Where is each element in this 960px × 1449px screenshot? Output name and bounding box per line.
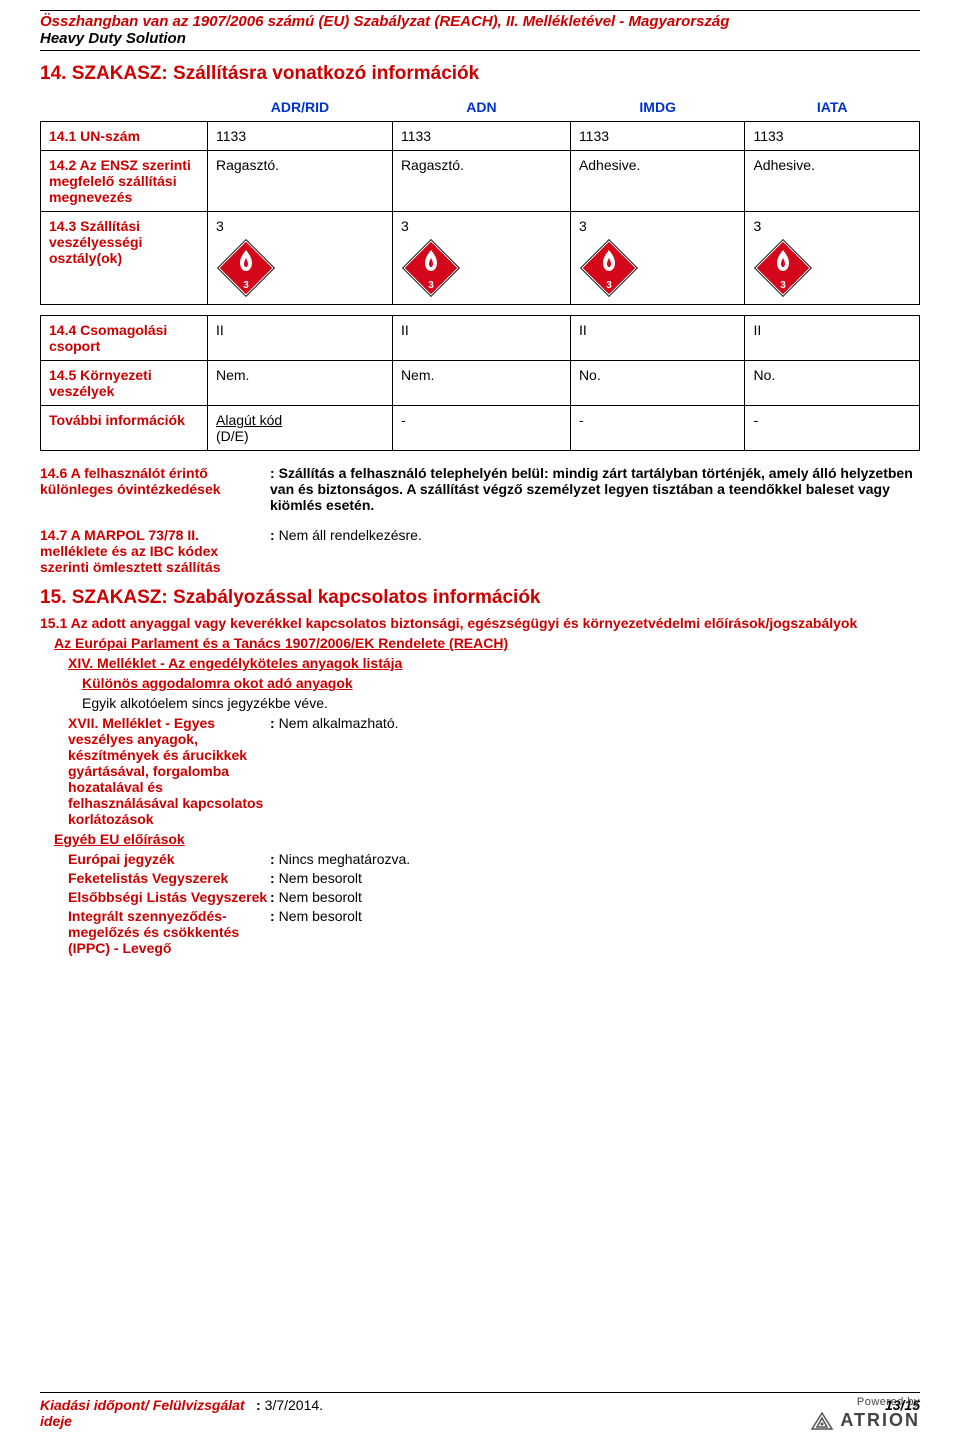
- footer-date: :3/7/2014.: [256, 1397, 885, 1413]
- section-15-title: 15. SZAKASZ: Szabályozással kapcsolatos …: [40, 587, 920, 609]
- row-label-hazard-class: 14.3 Szállítási veszélyességi osztály(ok…: [41, 212, 208, 305]
- svg-text:3: 3: [428, 280, 434, 291]
- row-ippc: Integrált szennyeződés-megelőzés és csök…: [68, 908, 920, 956]
- link-reach[interactable]: Az Európai Parlament és a Tanács 1907/20…: [54, 635, 508, 651]
- hazard-number: 3: [401, 218, 562, 234]
- table-header-iata: IATA: [745, 93, 920, 122]
- cell: Adhesive.: [745, 151, 920, 212]
- svg-text:3: 3: [781, 280, 787, 291]
- label-priority: Elsőbbségi Listás Vegyszerek: [68, 889, 270, 905]
- product-name: Heavy Duty Solution: [40, 30, 920, 51]
- footer-label: Kiadási időpont/ Felülvizsgálat ideje: [40, 1397, 256, 1429]
- page-footer: Kiadási időpont/ Felülvizsgálat ideje :3…: [40, 1392, 920, 1429]
- label-ippc: Integrált szennyeződés-megelőzés és csök…: [68, 908, 270, 956]
- cell: 1133: [392, 122, 570, 151]
- cell: Ragasztó.: [392, 151, 570, 212]
- value-euro-inventory: :Nincs meghatározva.: [270, 851, 920, 867]
- hazard-number: 3: [579, 218, 737, 234]
- label-xvii: XVII. Melléklet - Egyes veszélyes anyago…: [68, 715, 270, 827]
- label-14-7: 14.7 A MARPOL 73/78 II. melléklete és az…: [40, 527, 270, 575]
- hazard-diamond-icon: 3: [753, 238, 813, 298]
- cell: No.: [745, 361, 920, 406]
- svg-text:3: 3: [606, 280, 612, 291]
- hazard-number: 3: [216, 218, 384, 234]
- hazard-number: 3: [753, 218, 911, 234]
- table-row: 14.2 Az ENSZ szerinti megfelelő szállítá…: [41, 151, 920, 212]
- atrion-logo-icon: [810, 1411, 834, 1431]
- link-annex-xiv[interactable]: XIV. Melléklet - Az engedélyköteles anya…: [68, 655, 402, 671]
- hazard-diamond-icon: 3: [216, 238, 276, 298]
- cell: II: [208, 316, 393, 361]
- cell: 1133: [570, 122, 745, 151]
- label-blacklist: Feketelistás Vegyszerek: [68, 870, 270, 886]
- table-header-blank: [41, 93, 208, 122]
- powered-by-text: Powered by: [810, 1396, 920, 1408]
- row-14-7: 14.7 A MARPOL 73/78 II. melléklete és az…: [40, 527, 920, 575]
- table-header-adn: ADN: [392, 93, 570, 122]
- hazard-diamond-icon: 3: [579, 238, 639, 298]
- powered-by-badge: Powered by ATRION: [810, 1396, 920, 1431]
- row-14-6: 14.6 A felhasználót érintő különleges óv…: [40, 465, 920, 513]
- cell: -: [745, 406, 920, 451]
- cell: -: [392, 406, 570, 451]
- row-label-additional-info: További információk: [41, 406, 208, 451]
- row-euro-inventory: Európai jegyzék :Nincs meghatározva.: [68, 851, 920, 867]
- tunnel-code-value: (D/E): [216, 428, 249, 444]
- value-14-6: :Szállítás a felhasználó telephelyén bel…: [270, 465, 920, 513]
- row-label-env-hazards: 14.5 Környezeti veszélyek: [41, 361, 208, 406]
- cell: Adhesive.: [570, 151, 745, 212]
- table-row: 14.3 Szállítási veszélyességi osztály(ok…: [41, 212, 920, 305]
- page-container: Összhangban van az 1907/2006 számú (EU) …: [20, 0, 940, 1449]
- value-ippc: :Nem besorolt: [270, 908, 920, 956]
- table-header-adr: ADR/RID: [208, 93, 393, 122]
- cell: Nem.: [392, 361, 570, 406]
- cell: No.: [570, 361, 745, 406]
- hazard-diamond-icon: 3: [401, 238, 461, 298]
- value-blacklist: :Nem besorolt: [270, 870, 920, 886]
- cell-hazard: 3 3: [570, 212, 745, 305]
- row-label-packing-group: 14.4 Csomagolási csoport: [41, 316, 208, 361]
- row-label-un: 14.1 UN-szám: [41, 122, 208, 151]
- tunnel-code-label: Alagút kód: [216, 412, 282, 428]
- cell-hazard: 3 3: [392, 212, 570, 305]
- table-row: 14.4 Csomagolási csoport II II II II: [41, 316, 920, 361]
- sub-15-1: 15.1 Az adott anyaggal vagy keverékkel k…: [40, 615, 920, 631]
- cell: II: [570, 316, 745, 361]
- svg-text:3: 3: [243, 280, 249, 291]
- cell: -: [570, 406, 745, 451]
- cell: II: [392, 316, 570, 361]
- brand-logo: ATRION: [810, 1410, 920, 1431]
- cell-hazard: 3 3: [208, 212, 393, 305]
- row-xvii: XVII. Melléklet - Egyes veszélyes anyago…: [68, 715, 920, 827]
- cell: II: [745, 316, 920, 361]
- transport-table: ADR/RID ADN IMDG IATA 14.1 UN-szám 1133 …: [40, 93, 920, 451]
- cell-hazard: 3 3: [745, 212, 920, 305]
- section-14-title: 14. SZAKASZ: Szállításra vonatkozó infor…: [40, 63, 920, 85]
- cell: Ragasztó.: [208, 151, 393, 212]
- cell: Alagút kód (D/E): [208, 406, 393, 451]
- brand-name: ATRION: [840, 1410, 920, 1430]
- table-row: 14.5 Környezeti veszélyek Nem. Nem. No. …: [41, 361, 920, 406]
- row-blacklist: Feketelistás Vegyszerek :Nem besorolt: [68, 870, 920, 886]
- row-priority: Elsőbbségi Listás Vegyszerek :Nem besoro…: [68, 889, 920, 905]
- value-priority: :Nem besorolt: [270, 889, 920, 905]
- table-row: További információk Alagút kód (D/E) - -…: [41, 406, 920, 451]
- table-row: 14.1 UN-szám 1133 1133 1133 1133: [41, 122, 920, 151]
- link-svhc[interactable]: Különös aggodalomra okot adó anyagok: [82, 675, 353, 691]
- text-none-listed: Egyik alkotóelem sincs jegyzékbe véve.: [82, 695, 920, 711]
- label-14-6: 14.6 A felhasználót érintő különleges óv…: [40, 465, 270, 513]
- row-label-shipping-name: 14.2 Az ENSZ szerinti megfelelő szállítá…: [41, 151, 208, 212]
- cell: 1133: [208, 122, 393, 151]
- label-euro-inventory: Európai jegyzék: [68, 851, 270, 867]
- regulation-header: Összhangban van az 1907/2006 számú (EU) …: [40, 10, 920, 30]
- cell: Nem.: [208, 361, 393, 406]
- other-eu-heading: Egyéb EU előírások: [54, 831, 185, 847]
- table-header-imdg: IMDG: [570, 93, 745, 122]
- cell: 1133: [745, 122, 920, 151]
- value-14-7: :Nem áll rendelkezésre.: [270, 527, 920, 575]
- value-xvii: :Nem alkalmazható.: [270, 715, 920, 827]
